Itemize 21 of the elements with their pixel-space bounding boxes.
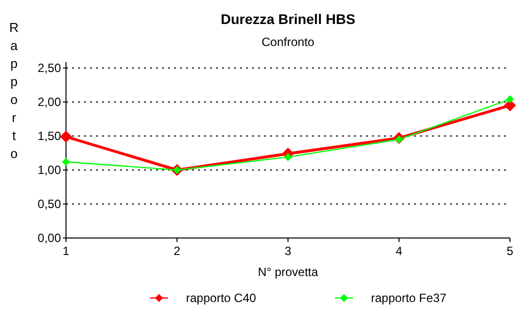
chart-title: Durezza Brinell HBS [220, 11, 356, 27]
y-tick-label: 1,00 [38, 163, 62, 177]
y-tick-label: 0,50 [38, 197, 62, 211]
legend-label: rapporto C40 [186, 291, 256, 305]
point [284, 153, 292, 162]
x-tick-label: 5 [506, 244, 514, 258]
x-tick-label: 3 [284, 244, 292, 258]
y-tick-label: 1,50 [38, 129, 62, 143]
point [60, 130, 72, 143]
x-axis-title: N° provetta [258, 265, 318, 279]
point [62, 158, 70, 166]
y-tick-label: 0,00 [38, 231, 62, 245]
y-tick-label: 2,50 [38, 61, 62, 75]
x-tick-label: 2 [174, 244, 181, 258]
y-tick-label: 2,00 [38, 95, 62, 109]
legend-label: rapporto Fe37 [371, 291, 447, 305]
chart-subtitle: Confronto [262, 35, 315, 49]
x-tick-label: 1 [62, 244, 70, 258]
point [506, 95, 514, 104]
y-axis-title: Rapporto [6, 20, 22, 164]
x-tick-label: 4 [396, 244, 403, 258]
